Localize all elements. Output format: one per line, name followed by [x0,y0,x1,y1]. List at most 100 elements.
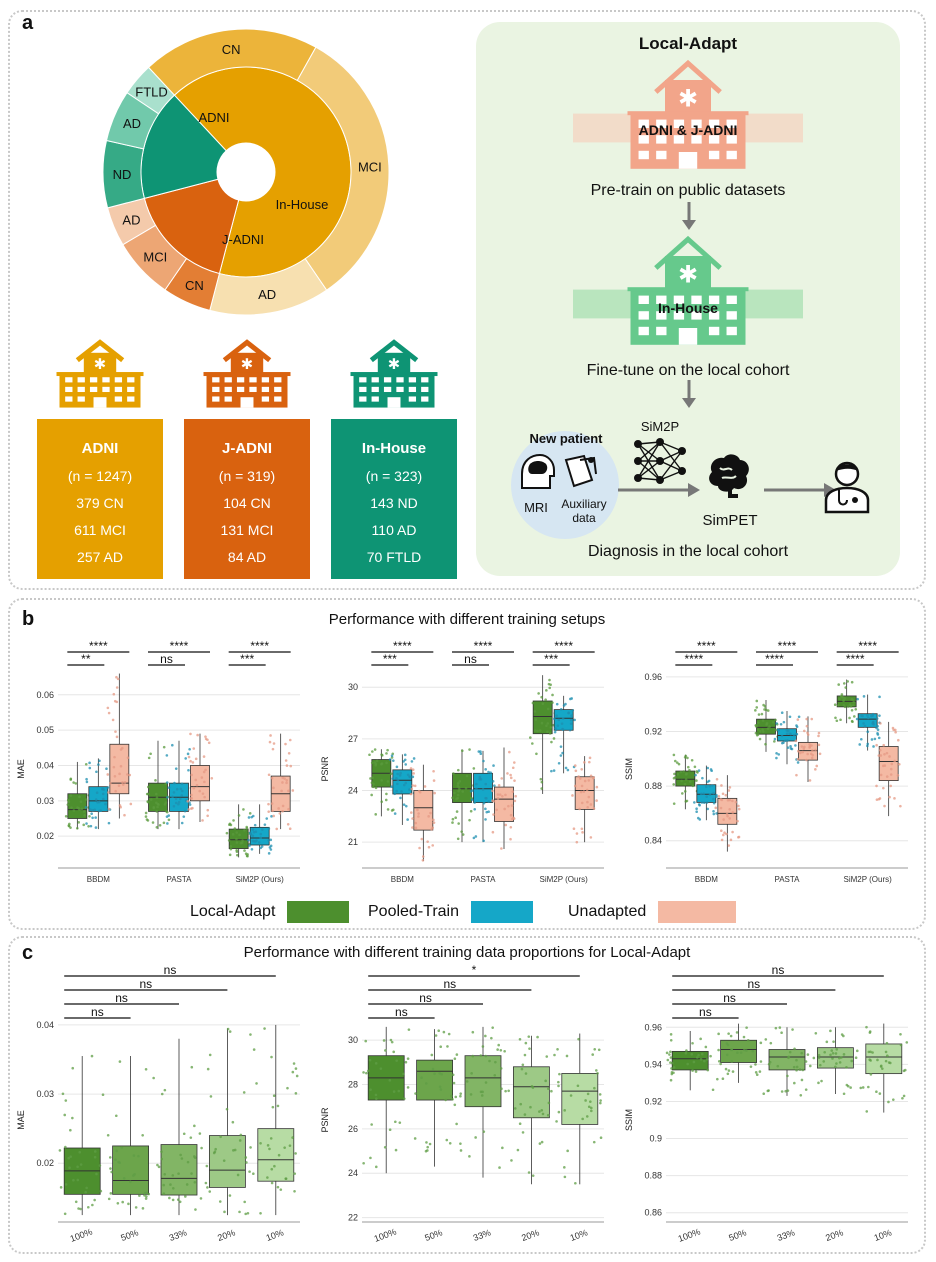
data-point [775,756,778,760]
data-point [179,1153,182,1157]
data-point [552,769,556,772]
data-point [141,1207,145,1210]
data-point [575,840,579,844]
x-tick-label: 10% [569,1227,589,1243]
data-point [388,1079,392,1082]
data-point [240,841,244,845]
hospital-window [102,386,110,393]
data-point [206,738,209,742]
data-point [406,818,409,821]
data-point [406,773,410,777]
significance-label: **** [765,652,784,666]
data-point [814,1031,818,1035]
data-point [425,1141,428,1144]
data-point [270,1167,274,1171]
data-point [137,1154,140,1158]
data-point [817,743,821,747]
data-point [275,827,279,831]
data-point [589,836,593,839]
data-point [808,779,812,782]
data-point [404,781,408,785]
data-point [727,789,731,792]
data-point [494,1060,497,1064]
data-point [779,722,783,726]
data-point [369,1156,372,1160]
data-point [717,1048,720,1052]
data-point [284,759,288,762]
data-point [431,844,435,847]
data-point [587,1105,591,1109]
data-point [406,1086,410,1089]
data-point [417,815,420,818]
x-tick-label: 33% [168,1227,188,1243]
data-point [672,1066,676,1069]
significance-label: * [472,963,477,977]
data-point [247,816,251,819]
data-point [835,1062,838,1065]
data-point [573,764,577,767]
data-point [684,778,688,781]
data-point [231,1120,235,1124]
data-point [257,841,261,844]
data-point [482,839,485,843]
data-point [484,1054,488,1058]
data-point [497,784,501,787]
data-point [391,777,395,780]
data-point [832,1040,835,1043]
data-point [414,1092,417,1095]
data-point [69,1155,73,1158]
data-point [760,712,764,716]
data-point [795,773,798,777]
data-point [501,794,504,798]
data-point [117,1160,120,1164]
data-point [731,811,735,814]
data-point [518,1037,522,1041]
data-point [842,682,846,685]
data-point [121,783,125,786]
data-point [414,821,418,825]
data-point [697,769,701,772]
data-point [292,1062,296,1065]
data-point [286,822,290,826]
data-point [685,799,689,803]
data-point [202,770,206,774]
cohort-name: J-ADNI [221,440,272,457]
step-diagnosis: Diagnosis in the local cohort [587,543,789,560]
data-point [102,797,105,801]
data-point [162,1192,166,1196]
data-point [682,770,685,773]
y-tick-label: 24 [348,1168,358,1178]
inhouse-hospital-icon: ✱ [573,235,803,345]
data-point [825,1040,829,1044]
hospital-window [261,396,270,402]
data-point [380,762,384,765]
neural-network-icon [634,438,686,484]
data-point [479,1054,483,1057]
data-point [672,783,676,786]
data-point [489,771,492,774]
data-point [459,1142,462,1145]
data-point [715,795,718,798]
data-point [459,1094,462,1098]
data-point [446,1045,449,1048]
data-point [410,787,414,791]
y-tick-label: 0.84 [644,836,662,846]
data-point [563,1175,567,1179]
data-point [762,1092,766,1096]
data-point [385,792,388,796]
data-point [199,1197,203,1200]
data-point [155,792,158,796]
data-point [88,766,92,770]
data-point [482,801,486,805]
data-point [58,1149,62,1152]
data-point [64,1099,68,1102]
data-point [538,729,542,732]
data-point [554,727,557,730]
data-point [509,776,513,780]
data-point [374,1062,378,1065]
data-point [768,1060,772,1064]
data-point [267,802,270,806]
x-tick-label: BBDM [695,875,718,884]
data-point [203,795,206,799]
